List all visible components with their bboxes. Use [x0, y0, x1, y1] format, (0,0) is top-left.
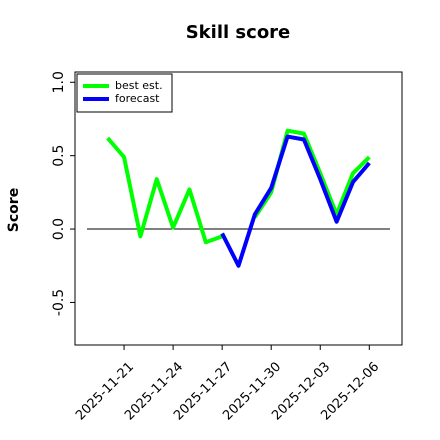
y-axis-label: Score	[6, 188, 22, 232]
legend-label: best est.	[115, 79, 163, 92]
y-tick-label: 0.5	[51, 145, 67, 167]
legend-box	[76, 73, 173, 113]
y-tick-label: -0.5	[51, 289, 67, 316]
legend-label: forecast	[115, 92, 160, 105]
y-tick-label: 1.0	[51, 71, 67, 93]
plot-frame	[74, 71, 403, 346]
series-line	[106, 128, 371, 245]
y-tick-label: 0.0	[51, 218, 67, 240]
chart-title: Skill score	[186, 22, 291, 43]
series-line	[220, 134, 371, 268]
